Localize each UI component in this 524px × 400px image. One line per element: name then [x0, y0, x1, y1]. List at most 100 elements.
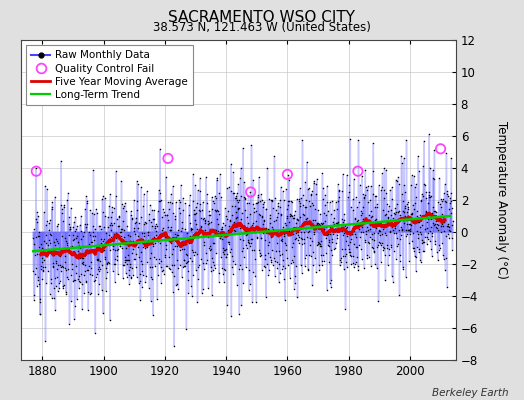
- Point: [112, 168, 120, 174]
- Point: [194, 276, 203, 282]
- Point: [164, 199, 172, 206]
- Point: [237, 216, 245, 222]
- Point: [145, 211, 153, 218]
- Point: [263, 206, 271, 212]
- Point: [387, 184, 396, 191]
- Point: [77, 271, 85, 278]
- Point: [288, 231, 297, 238]
- Point: [41, 250, 49, 257]
- Point: [56, 262, 64, 268]
- Point: [128, 216, 136, 222]
- Point: [252, 208, 260, 214]
- Point: [386, 228, 394, 234]
- Point: [60, 203, 68, 210]
- Point: [420, 138, 428, 144]
- Point: [432, 223, 440, 230]
- Point: [267, 198, 276, 204]
- Point: [227, 188, 235, 194]
- Point: [230, 219, 238, 225]
- Point: [47, 280, 55, 286]
- Point: [410, 253, 419, 260]
- Point: [122, 257, 130, 263]
- Point: [254, 194, 262, 200]
- Point: [440, 218, 448, 225]
- Point: [314, 219, 322, 226]
- Point: [263, 260, 271, 267]
- Point: [221, 247, 230, 253]
- Point: [448, 247, 456, 253]
- Point: [111, 261, 119, 268]
- Point: [328, 236, 336, 243]
- Point: [169, 288, 177, 295]
- Point: [376, 232, 385, 238]
- Point: [263, 227, 271, 234]
- Point: [408, 210, 417, 216]
- Point: [129, 246, 137, 252]
- Point: [361, 239, 369, 246]
- Point: [97, 287, 106, 294]
- Point: [59, 282, 68, 289]
- Point: [85, 249, 93, 255]
- Point: [256, 250, 265, 256]
- Point: [132, 219, 140, 225]
- Point: [355, 226, 363, 232]
- Point: [385, 252, 394, 258]
- Point: [276, 203, 285, 210]
- Point: [331, 226, 339, 232]
- Point: [77, 236, 85, 242]
- Point: [381, 232, 390, 238]
- Point: [34, 277, 42, 284]
- Point: [275, 270, 283, 276]
- Point: [84, 267, 93, 273]
- Point: [414, 167, 423, 174]
- Point: [395, 208, 403, 214]
- Point: [242, 232, 250, 238]
- Point: [121, 200, 129, 206]
- Point: [239, 245, 247, 251]
- Point: [429, 220, 438, 226]
- Point: [150, 216, 158, 222]
- Point: [278, 224, 287, 230]
- Point: [91, 330, 99, 336]
- Point: [416, 257, 424, 263]
- Point: [150, 234, 159, 240]
- Point: [152, 228, 160, 234]
- Point: [149, 216, 157, 223]
- Point: [200, 242, 208, 248]
- Point: [249, 269, 257, 275]
- Point: [130, 225, 138, 232]
- Point: [283, 255, 291, 262]
- Point: [154, 272, 162, 278]
- Point: [294, 240, 303, 246]
- Point: [151, 240, 159, 246]
- Point: [219, 244, 227, 251]
- Point: [260, 262, 269, 269]
- Point: [128, 264, 137, 271]
- Point: [98, 196, 106, 202]
- Point: [166, 227, 174, 234]
- Point: [350, 228, 358, 234]
- Point: [422, 195, 430, 201]
- Point: [117, 178, 125, 184]
- Point: [123, 274, 132, 280]
- Point: [356, 220, 364, 227]
- Point: [250, 247, 258, 253]
- Point: [261, 252, 269, 258]
- Point: [261, 237, 270, 243]
- Point: [237, 302, 246, 308]
- Point: [341, 305, 350, 312]
- Point: [278, 251, 286, 258]
- Point: [113, 253, 122, 259]
- Point: [47, 206, 56, 212]
- Point: [314, 239, 322, 245]
- Y-axis label: Temperature Anomaly (°C): Temperature Anomaly (°C): [495, 121, 508, 279]
- Point: [213, 216, 221, 223]
- Point: [56, 268, 64, 275]
- Point: [288, 213, 296, 219]
- Point: [54, 288, 62, 294]
- Point: [183, 258, 192, 264]
- Point: [444, 221, 452, 228]
- Point: [281, 264, 290, 271]
- Point: [286, 274, 294, 281]
- Point: [312, 269, 321, 275]
